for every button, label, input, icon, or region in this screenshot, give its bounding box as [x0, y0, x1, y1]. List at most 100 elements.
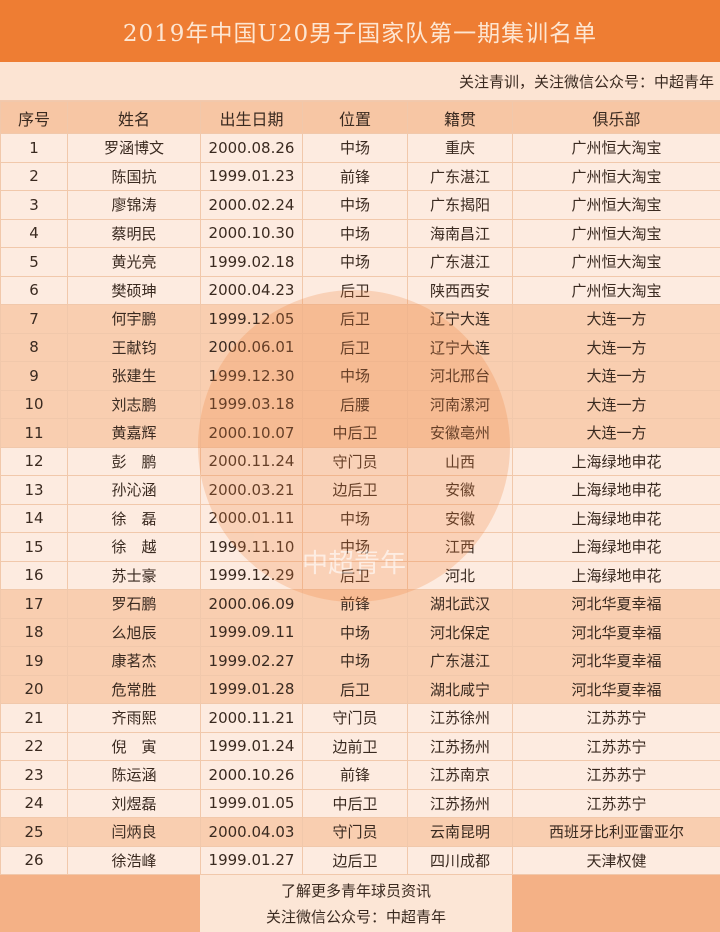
table-cell: 中场	[302, 503, 408, 533]
table-cell: 前锋	[302, 589, 408, 619]
table-cell: 2000.04.23	[200, 275, 303, 305]
table-cell: 湖北咸宁	[407, 674, 513, 704]
table-cell: 2000.10.30	[200, 218, 303, 248]
table-cell: 15	[0, 532, 68, 562]
table-cell: 10	[0, 389, 68, 419]
table-row: 26 徐浩峰 1999.01.27 边后卫 四川成都 天津权健	[0, 845, 720, 875]
table-cell: 大连一方	[512, 304, 720, 334]
table-cell: 安徽亳州	[407, 418, 513, 448]
table-cell: 蔡明民	[67, 218, 201, 248]
table-row: 16 苏士豪 1999.12.29 后卫 河北 上海绿地申花	[0, 560, 720, 590]
table-cell: 1999.12.29	[200, 560, 303, 590]
table-cell: 徐 磊	[67, 503, 201, 533]
table-cell: 1999.02.27	[200, 646, 303, 676]
table-cell: 25	[0, 817, 68, 847]
table-cell: 14	[0, 503, 68, 533]
table-cell: 上海绿地申花	[512, 560, 720, 590]
column-header: 姓名	[67, 101, 201, 134]
table-cell: 云南昆明	[407, 817, 513, 847]
table-row: 18 么旭辰 1999.09.11 中场 河北保定 河北华夏幸福	[0, 617, 720, 647]
table-cell: 徐浩峰	[67, 845, 201, 875]
table-row: 6 樊硕珅 2000.04.23 后卫 陕西西安 广州恒大淘宝	[0, 275, 720, 305]
table-cell: 1999.01.05	[200, 788, 303, 818]
table-cell: 1999.11.10	[200, 532, 303, 562]
table-cell: 江西	[407, 532, 513, 562]
table-cell: 2000.02.24	[200, 190, 303, 220]
table-cell: 2000.10.07	[200, 418, 303, 448]
table-cell: 12	[0, 446, 68, 476]
table-cell: 中场	[302, 133, 408, 163]
table-cell: 齐雨熙	[67, 703, 201, 733]
table-cell: 2000.04.03	[200, 817, 303, 847]
table-cell: 守门员	[302, 817, 408, 847]
table-row: 5 黄光亮 1999.02.18 中场 广东湛江 广州恒大淘宝	[0, 247, 720, 277]
table-row: 2 陈国抗 1999.01.23 前锋 广东湛江 广州恒大淘宝	[0, 161, 720, 191]
table-cell: 上海绿地申花	[512, 503, 720, 533]
table-cell: 广州恒大淘宝	[512, 161, 720, 191]
table-cell: 后卫	[302, 304, 408, 334]
table-cell: 彭 鹏	[67, 446, 201, 476]
table-cell: 24	[0, 788, 68, 818]
table-cell: 后卫	[302, 560, 408, 590]
table-cell: 中场	[302, 190, 408, 220]
footer-right	[512, 875, 720, 932]
table-cell: 中场	[302, 646, 408, 676]
table-cell: 广州恒大淘宝	[512, 247, 720, 277]
table-cell: 江苏徐州	[407, 703, 513, 733]
table-cell: 大连一方	[512, 389, 720, 419]
table-cell: 上海绿地申花	[512, 475, 720, 505]
table-cell: 16	[0, 560, 68, 590]
table-row: 13 孙沁涵 2000.03.21 边后卫 安徽 上海绿地申花	[0, 475, 720, 505]
table-cell: 前锋	[302, 760, 408, 790]
table-cell: 2000.06.09	[200, 589, 303, 619]
table-cell: 21	[0, 703, 68, 733]
table-row: 19 康茗杰 1999.02.27 中场 广东湛江 河北华夏幸福	[0, 646, 720, 676]
table-cell: 广州恒大淘宝	[512, 190, 720, 220]
table-cell: 黄嘉辉	[67, 418, 201, 448]
table-row: 11 黄嘉辉 2000.10.07 中后卫 安徽亳州 大连一方	[0, 418, 720, 448]
table-row: 1 罗涵博文 2000.08.26 中场 重庆 广州恒大淘宝	[0, 133, 720, 163]
table-cell: 刘志鹏	[67, 389, 201, 419]
table-cell: 孙沁涵	[67, 475, 201, 505]
table-cell: 江苏苏宁	[512, 788, 720, 818]
table-cell: 8	[0, 332, 68, 362]
table-cell: 广州恒大淘宝	[512, 218, 720, 248]
table-cell: 5	[0, 247, 68, 277]
table-row: 7 何宇鹏 1999.12.05 后卫 辽宁大连 大连一方	[0, 304, 720, 334]
table-row: 22 倪 寅 1999.01.24 边前卫 江苏扬州 江苏苏宁	[0, 731, 720, 761]
table-cell: 大连一方	[512, 332, 720, 362]
table-cell: 大连一方	[512, 418, 720, 448]
table-cell: 辽宁大连	[407, 332, 513, 362]
table-cell: 1999.02.18	[200, 247, 303, 277]
table-cell: 王献钧	[67, 332, 201, 362]
table-cell: 中场	[302, 532, 408, 562]
table-cell: 河北华夏幸福	[512, 617, 720, 647]
table-cell: 广东湛江	[407, 161, 513, 191]
table-cell: 守门员	[302, 446, 408, 476]
table-cell: 天津权健	[512, 845, 720, 875]
table-cell: 2000.11.24	[200, 446, 303, 476]
table-cell: 广东湛江	[407, 247, 513, 277]
table-cell: 西班牙比利亚雷亚尔	[512, 817, 720, 847]
table-cell: 么旭辰	[67, 617, 201, 647]
table-cell: 13	[0, 475, 68, 505]
column-header: 序号	[0, 101, 68, 134]
table-row: 3 廖锦涛 2000.02.24 中场 广东揭阳 广州恒大淘宝	[0, 190, 720, 220]
table-row: 25 闫炳良 2000.04.03 守门员 云南昆明 西班牙比利亚雷亚尔	[0, 817, 720, 847]
table-row: 14 徐 磊 2000.01.11 中场 安徽 上海绿地申花	[0, 503, 720, 533]
table-cell: 边前卫	[302, 731, 408, 761]
table-cell: 陈国抗	[67, 161, 201, 191]
table-cell: 江苏扬州	[407, 788, 513, 818]
footer-line1: 了解更多青年球员资讯	[280, 881, 431, 900]
table-cell: 湖北武汉	[407, 589, 513, 619]
table-cell: 边后卫	[302, 475, 408, 505]
table-cell: 2	[0, 161, 68, 191]
table-cell: 刘煜磊	[67, 788, 201, 818]
table-cell: 18	[0, 617, 68, 647]
table-cell: 陕西西安	[407, 275, 513, 305]
table-row: 17 罗石鹏 2000.06.09 前锋 湖北武汉 河北华夏幸福	[0, 589, 720, 619]
table-row: 8 王献钧 2000.06.01 后卫 辽宁大连 大连一方	[0, 332, 720, 362]
table-cell: 中后卫	[302, 788, 408, 818]
table-cell: 后卫	[302, 332, 408, 362]
table-row: 21 齐雨熙 2000.11.21 守门员 江苏徐州 江苏苏宁	[0, 703, 720, 733]
